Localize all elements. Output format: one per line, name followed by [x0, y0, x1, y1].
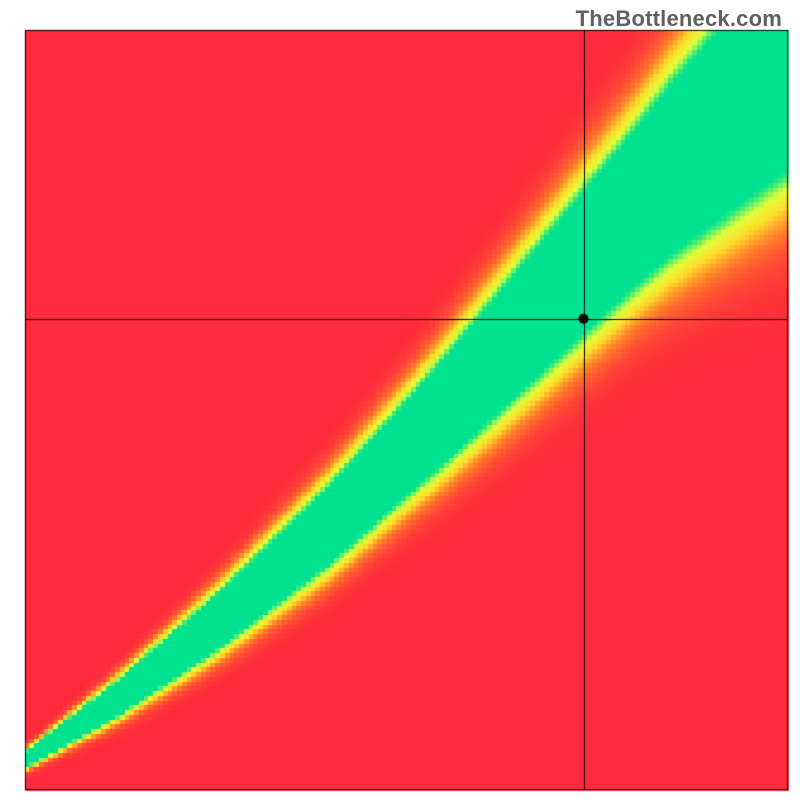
overlay-canvas [0, 0, 800, 800]
watermark-text: TheBottleneck.com [576, 6, 782, 32]
chart-container: TheBottleneck.com [0, 0, 800, 800]
